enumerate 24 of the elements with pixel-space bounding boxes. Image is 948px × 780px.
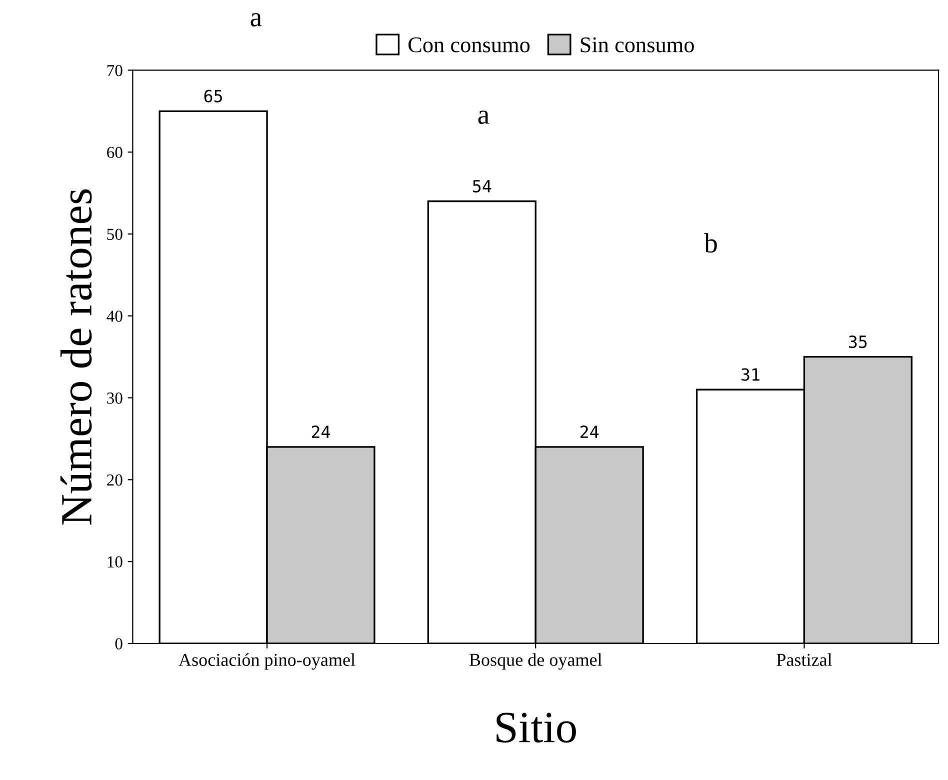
- x-tick-label: Pastizal: [776, 653, 832, 666]
- data-label: 65: [204, 90, 222, 102]
- y-tick-label: 0: [115, 638, 122, 650]
- y-tick-label: 40: [106, 310, 122, 322]
- y-tick-label: 20: [107, 474, 122, 486]
- legend-label: Sin consumo: [580, 37, 694, 52]
- data-label: 24: [580, 426, 599, 438]
- y-tick-label: 60: [107, 146, 122, 158]
- x-tick-label: Bosque de oyamel: [469, 653, 602, 670]
- annotation: a: [478, 110, 490, 124]
- y-tick-label: 70: [107, 64, 122, 76]
- x-tick-label: Asociación pino-oyamel: [178, 653, 356, 670]
- y-tick-label: 10: [108, 556, 122, 568]
- data-label: 31: [742, 368, 760, 381]
- data-label: 24: [312, 426, 330, 438]
- y-tick-label: 30: [107, 392, 122, 404]
- legend-label: Con consumo: [408, 37, 530, 52]
- text: a: [250, 13, 262, 26]
- x-axis-title: Sitio: [496, 712, 576, 743]
- annotation: b: [704, 233, 717, 253]
- y-axis-title: Número de ratones: [60, 189, 92, 525]
- data-label: 54: [473, 180, 492, 192]
- y-tick-label: 50: [107, 228, 122, 240]
- data-label: 35: [849, 335, 867, 348]
